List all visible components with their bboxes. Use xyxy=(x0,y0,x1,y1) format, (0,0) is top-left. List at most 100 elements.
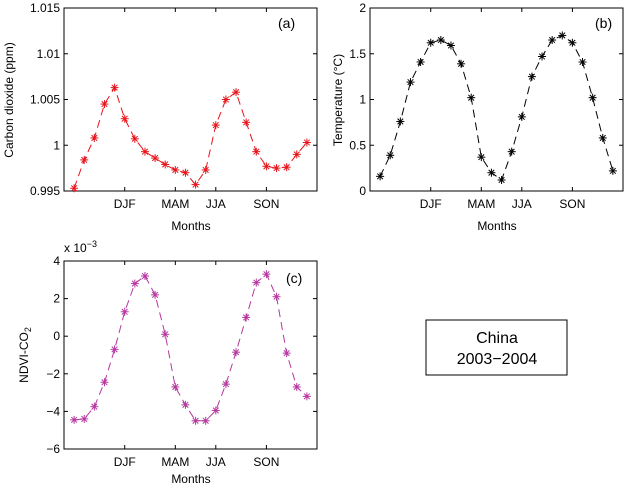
ticks: −6 −4 −2 0 2 4 DJF MAM JJA SON xyxy=(46,254,317,469)
data-point-marker xyxy=(201,165,210,174)
data-point-marker xyxy=(70,184,79,193)
y-tick-label: 1.01 xyxy=(37,47,61,61)
data-point-marker xyxy=(457,59,466,68)
data-point-marker xyxy=(252,147,261,156)
y-tick-label: 0.5 xyxy=(349,138,366,152)
data-point-marker xyxy=(487,168,496,177)
data-point-marker xyxy=(242,313,251,322)
series xyxy=(70,83,311,193)
y-tick-label: 0 xyxy=(53,329,60,343)
y-tick-label: 4 xyxy=(53,254,60,268)
x-tick-label: MAM xyxy=(161,197,189,211)
x-tick-label: MAM xyxy=(467,197,495,211)
x-tick-label: SON xyxy=(253,197,279,211)
data-point-marker xyxy=(272,164,281,173)
region-box-line2: 2003−2004 xyxy=(457,351,538,368)
x-tick-label: JJA xyxy=(206,197,226,211)
x-axis-label: Months xyxy=(171,472,210,486)
data-point-marker xyxy=(588,93,597,102)
data-point-marker xyxy=(100,100,109,109)
data-point-marker xyxy=(232,348,241,357)
data-point-marker xyxy=(201,416,210,425)
panel-a: 0.995 1 1.005 1.01 1.015 DJF MAM JJA SON (a) Mon… xyxy=(2,1,318,233)
data-point-marker xyxy=(416,57,425,66)
data-point-marker xyxy=(171,165,180,174)
data-point-marker xyxy=(232,88,241,97)
data-point-marker xyxy=(426,38,435,47)
panel-tag: (c) xyxy=(286,270,302,286)
data-point-marker xyxy=(140,147,149,156)
x-tick-label: JJA xyxy=(512,197,532,211)
data-point-marker xyxy=(110,345,119,354)
x-tick-label: SON xyxy=(253,455,279,469)
y-tick-label: 1.5 xyxy=(349,47,366,61)
data-point-marker xyxy=(477,153,486,162)
x-tick-label: DJF xyxy=(114,197,136,211)
x-tick-label: DJF xyxy=(420,197,442,211)
x-tick-label: JJA xyxy=(206,455,226,469)
data-point-marker xyxy=(302,138,311,147)
y-axis-label: Carbon dioxide (ppm) xyxy=(2,42,16,157)
y-tick-label: −6 xyxy=(46,442,60,456)
panel-b: 0 0.5 1 1.5 2 DJF MAM JJA SON (b) Months Tempera… xyxy=(331,1,624,233)
data-point-marker xyxy=(70,415,79,424)
data-point-marker xyxy=(527,72,536,81)
region-box-frame xyxy=(425,319,568,376)
series xyxy=(376,31,617,185)
data-point-marker xyxy=(292,150,301,159)
data-point-marker xyxy=(191,180,200,189)
data-point-marker xyxy=(181,168,190,177)
data-point-marker xyxy=(292,382,301,391)
panel-tag: (b) xyxy=(595,15,612,31)
data-point-marker xyxy=(181,400,190,409)
region-box: China 2003−2004 xyxy=(425,319,568,376)
data-point-marker xyxy=(497,176,506,185)
data-point-marker xyxy=(80,414,89,423)
exponent-base: x 10 xyxy=(64,241,87,255)
svg-text:NDVI-CO2: NDVI-CO2 xyxy=(17,327,33,383)
data-point-marker xyxy=(396,117,405,126)
series-line xyxy=(379,34,614,181)
series xyxy=(70,270,311,425)
series-line xyxy=(73,86,308,189)
data-point-marker xyxy=(282,349,291,358)
y-tick-label: 1 xyxy=(359,93,366,107)
data-point-marker xyxy=(130,279,139,288)
data-point-marker xyxy=(140,272,149,281)
data-point-marker xyxy=(110,83,119,92)
plot-frame xyxy=(369,7,624,192)
data-point-marker xyxy=(608,166,617,175)
data-point-marker xyxy=(262,270,271,279)
data-point-marker xyxy=(211,406,220,415)
data-point-marker xyxy=(507,147,516,156)
data-point-marker xyxy=(151,154,160,163)
y-tick-label: −2 xyxy=(46,367,60,381)
y-axis-label: Temperature (°C) xyxy=(331,54,345,146)
data-point-marker xyxy=(598,133,607,142)
data-point-marker xyxy=(221,380,230,389)
data-point-marker xyxy=(90,133,99,142)
panel-c: −6 −4 −2 0 2 4 DJF MAM JJA SON (c) Months NDVI-CO… xyxy=(17,239,318,486)
data-point-marker xyxy=(242,118,251,127)
data-point-marker xyxy=(558,31,567,40)
data-point-marker xyxy=(282,163,291,172)
data-point-marker xyxy=(221,95,230,104)
y-axis-label: NDVI-CO2 xyxy=(17,327,33,383)
x-axis-label: Months xyxy=(171,219,210,233)
y-tick-label: 1.015 xyxy=(30,1,60,15)
y-tick-label: 2 xyxy=(53,292,60,306)
data-point-marker xyxy=(436,36,445,45)
data-point-marker xyxy=(120,114,129,123)
y-tick-label: 0.995 xyxy=(30,184,60,198)
panel-tag: (a) xyxy=(278,15,295,31)
data-point-marker xyxy=(191,416,200,425)
data-point-marker xyxy=(161,160,170,169)
data-point-marker xyxy=(568,38,577,47)
data-point-marker xyxy=(578,57,587,66)
x-tick-label: MAM xyxy=(161,455,189,469)
data-point-marker xyxy=(538,52,547,61)
data-point-marker xyxy=(120,307,129,316)
data-point-marker xyxy=(302,392,311,401)
ticks: 0.995 1 1.005 1.01 1.015 DJF MAM JJA SON xyxy=(30,1,317,211)
plot-frame xyxy=(63,260,318,450)
